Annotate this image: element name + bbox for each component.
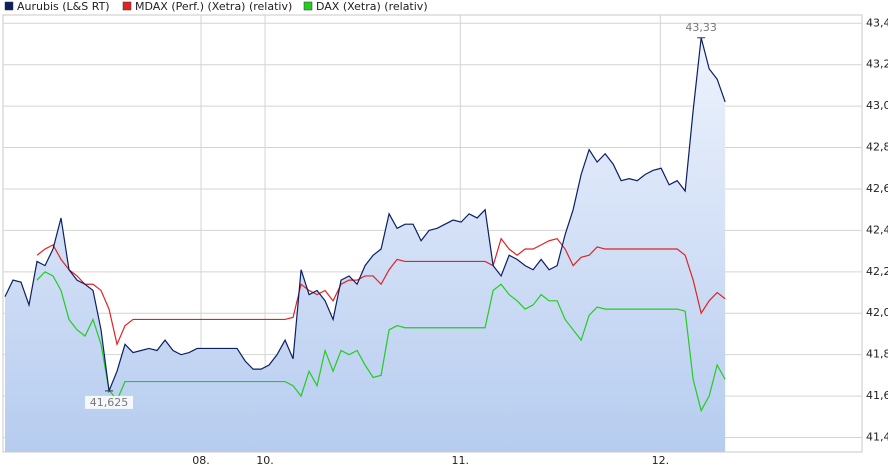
line [4, 37, 726, 394]
y-tick-label: 42,0 [866, 306, 888, 319]
legend-label: DAX (Xetra) (relativ) [316, 0, 428, 13]
y-tick-label: 42,8 [866, 141, 888, 154]
max-label: 43,33 [685, 21, 717, 34]
y-tick-label: 43,4 [866, 16, 888, 29]
x-tick-label: 10. [256, 454, 274, 467]
min-label: 41,625 [90, 396, 129, 409]
y-tick-label: 42,6 [866, 182, 888, 195]
legend-swatch [4, 1, 14, 11]
line [36, 271, 726, 413]
y-tick-label: 41,6 [866, 389, 888, 402]
area [5, 37, 726, 453]
y-tick-label: 43,0 [866, 99, 888, 112]
min-label-bg [85, 395, 134, 409]
x-tick-label: 08. [192, 454, 210, 467]
legend-swatch [122, 1, 132, 11]
legend-label: MDAX (Perf.) (Xetra) (relativ) [135, 0, 292, 13]
y-tick-label: 41,4 [866, 431, 888, 444]
legend-label: Aurubis (L&S RT) [17, 0, 110, 13]
y-tick-label: 41,8 [866, 348, 888, 361]
legend-swatch [303, 1, 313, 11]
y-tick-label: 43,2 [866, 58, 888, 71]
x-tick-label: 11. [452, 454, 470, 467]
y-tick-label: 42,4 [866, 223, 888, 236]
line [36, 237, 726, 347]
y-tick-label: 42,2 [866, 265, 888, 278]
x-tick-label: 12. [652, 454, 670, 467]
